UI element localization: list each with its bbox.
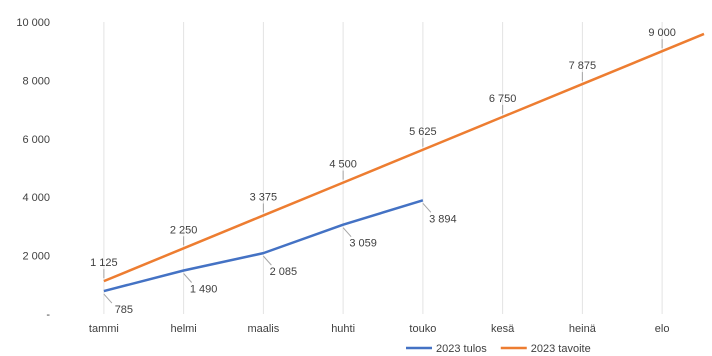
x-tick-label: tammi: [89, 323, 119, 335]
leader-line: [342, 227, 352, 238]
x-tick-label: touko: [409, 323, 436, 335]
series-line-tulos: [103, 199, 424, 293]
x-tick-label: kesä: [491, 323, 515, 335]
gridlines: [103, 22, 663, 314]
data-label-tavoite: 9 000: [648, 27, 676, 39]
leader-line: [263, 255, 272, 266]
x-axis: tammi helmi maalis huhti touko kesä heinä elo: [89, 323, 670, 335]
data-labels: 785 1 490 2 085 3 059 3 894 1 125 2 250 3 375 4 …: [90, 27, 676, 316]
data-label-tulos: 1 490: [190, 283, 218, 295]
series-lines: [103, 32, 705, 293]
data-label-tulos: 3 894: [429, 213, 457, 225]
leader-line: [103, 293, 113, 304]
x-tick-label: heinä: [569, 323, 597, 335]
x-tick-label: maalis: [247, 323, 279, 335]
y-tick-label: 8 000: [22, 75, 50, 87]
y-tick-label: 4 000: [22, 192, 50, 204]
y-tick-label: 6 000: [22, 134, 50, 146]
legend-label: 2023 tulos: [436, 343, 487, 355]
x-tick-label: huhti: [331, 323, 355, 335]
data-label-tavoite: 1 125: [90, 257, 118, 269]
y-tick-label: 10 000: [16, 17, 50, 29]
y-tick-label: -: [46, 309, 50, 321]
leader-line: [183, 273, 192, 283]
x-tick-label: elo: [655, 323, 670, 335]
data-label-tavoite: 4 500: [329, 159, 357, 171]
x-tick-label: helmi: [170, 323, 196, 335]
data-label-tavoite: 7 875: [569, 60, 597, 72]
y-axis: - 2 000 4 000 6 000 8 000 10 000: [16, 17, 50, 321]
leader-line: [422, 202, 432, 213]
data-label-tulos: 2 085: [270, 266, 298, 278]
y-tick-label: 2 000: [22, 251, 50, 263]
data-label-tulos: 3 059: [349, 238, 377, 250]
data-label-tavoite: 5 625: [409, 126, 437, 138]
data-label-tulos: 785: [115, 304, 133, 316]
series-line-tavoite: [103, 32, 705, 283]
data-label-tavoite: 2 250: [170, 224, 198, 236]
legend-label: 2023 tavoite: [531, 343, 591, 355]
data-label-tavoite: 3 375: [250, 191, 278, 203]
data-label-tavoite: 6 750: [489, 93, 517, 105]
legend: 2023 tulos 2023 tavoite: [406, 343, 591, 355]
